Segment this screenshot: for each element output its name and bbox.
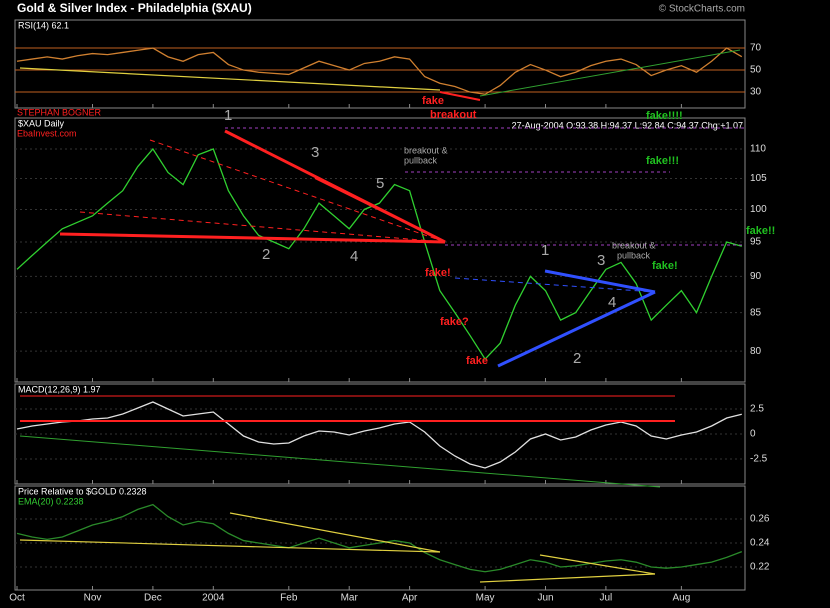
- y-tick-label: 85: [750, 307, 762, 318]
- annotations: STEPHAN BOGNER EbaInvest.com 1 2 3 4 5 b…: [17, 95, 775, 367]
- y-tick-label: 80: [750, 346, 762, 357]
- panel-title: MACD(12,26,9) 1.97: [18, 384, 101, 394]
- annotation: 3: [597, 252, 605, 269]
- x-tick-label: Jun: [537, 593, 553, 604]
- y-tick-label: 50: [750, 65, 762, 76]
- panel-title: RSI(14) 62.1: [18, 20, 69, 30]
- x-tick-label: Dec: [144, 593, 162, 604]
- x-tick-label: Jul: [600, 593, 613, 604]
- x-tick-label: May: [476, 593, 495, 604]
- panel: -2.5 0 2.5 MACD(12,26,9) 1.97: [14, 383, 768, 485]
- y-tick-label: 0.24: [750, 538, 770, 549]
- y-tick-label: 2.5: [750, 404, 764, 415]
- annotation: pullback: [404, 155, 438, 165]
- annotation: fake!!!!: [646, 110, 683, 122]
- panel-subtitle: EMA(20) 0.2238: [18, 496, 84, 506]
- annotation: breakout: [430, 109, 477, 121]
- annotation: fake!!: [746, 225, 775, 237]
- series-line: [16, 47, 743, 95]
- annotation: breakout &: [404, 145, 448, 155]
- annotation: 3: [311, 144, 319, 161]
- panel-title: $XAU Daily: [18, 118, 65, 128]
- annotation: EbaInvest.com: [17, 128, 77, 138]
- annotation: fake!!!: [646, 155, 679, 167]
- copyright: © StockCharts.com: [659, 4, 745, 15]
- y-tick-label: 95: [750, 237, 762, 248]
- annotation: fake?: [440, 316, 469, 328]
- panel: 0.22 0.24 0.26 Oct Nov Dec 2004 Feb Mar Apr May Jun…: [9, 485, 770, 604]
- panel-subtitle: 27-Aug-2004 O:93.38 H:94.37 L:92.84 C:94…: [512, 120, 743, 130]
- annotation: 1: [224, 107, 232, 124]
- x-tick-label: 2004: [202, 593, 225, 604]
- y-tick-label: 105: [750, 173, 767, 184]
- y-tick-label: 30: [750, 87, 762, 98]
- y-tick-label: 0.26: [750, 514, 770, 525]
- series-line: [16, 147, 742, 361]
- annotation: 2: [262, 246, 270, 263]
- panel-title: Price Relative to $GOLD 0.2328: [18, 486, 147, 496]
- panel: 30 50 70 RSI(14) 62.1: [14, 19, 762, 109]
- panel-frame: [14, 485, 746, 591]
- annotation: fake!: [425, 267, 451, 279]
- y-tick-label: 110: [750, 144, 766, 155]
- panel: 80 85 90 95 100 105 110 $XAU Daily 27-Aug-2004 O…: [14, 117, 767, 383]
- x-tick-label: Aug: [673, 593, 691, 604]
- annotation: breakout &: [612, 240, 656, 250]
- y-tick-label: 100: [750, 204, 767, 215]
- trendlines: [19, 49, 745, 583]
- annotation: pullback: [617, 250, 651, 260]
- panel-frame: [14, 117, 746, 383]
- annotation: fake!: [652, 260, 678, 272]
- x-tick-label: Feb: [280, 593, 298, 604]
- x-tick-label: Nov: [84, 593, 102, 604]
- x-tick-label: Apr: [402, 593, 418, 604]
- annotation: 4: [608, 294, 616, 311]
- y-tick-label: 0: [750, 429, 756, 440]
- series-line: [16, 503, 743, 573]
- annotation: STEPHAN BOGNER: [17, 107, 102, 117]
- annotation: 4: [350, 248, 358, 265]
- y-tick-label: 90: [750, 271, 762, 282]
- annotation: fake: [466, 355, 488, 367]
- x-tick-label: Oct: [9, 593, 25, 604]
- annotation: 5: [376, 175, 384, 192]
- y-tick-label: -2.5: [750, 454, 768, 465]
- y-tick-label: 0.22: [750, 562, 770, 573]
- chart-header: Gold & Silver Index - Philadelphia ($XAU…: [17, 1, 252, 15]
- y-tick-label: 70: [750, 43, 762, 54]
- annotation: 2: [573, 350, 581, 367]
- annotation: 1: [541, 242, 549, 259]
- annotation: fake: [422, 95, 444, 107]
- x-tick-label: Mar: [341, 593, 359, 604]
- panel-frame: [14, 19, 746, 109]
